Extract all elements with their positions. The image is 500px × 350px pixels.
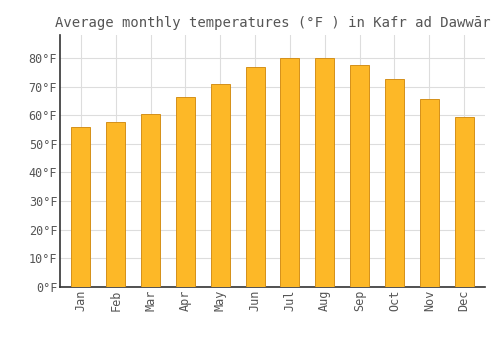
Bar [385, 79, 404, 287]
Bar [176, 97, 195, 287]
Bar [106, 122, 126, 287]
Bar [420, 99, 439, 287]
Bar [350, 65, 369, 287]
Bar [315, 58, 334, 287]
Bar [72, 127, 90, 287]
Bar [246, 66, 264, 287]
Bar [454, 117, 473, 287]
Bar [280, 58, 299, 287]
Title: Average monthly temperatures (°F ) in Kafr ad Dawwār: Average monthly temperatures (°F ) in Ka… [55, 16, 490, 30]
Bar [141, 114, 160, 287]
Bar [210, 84, 230, 287]
